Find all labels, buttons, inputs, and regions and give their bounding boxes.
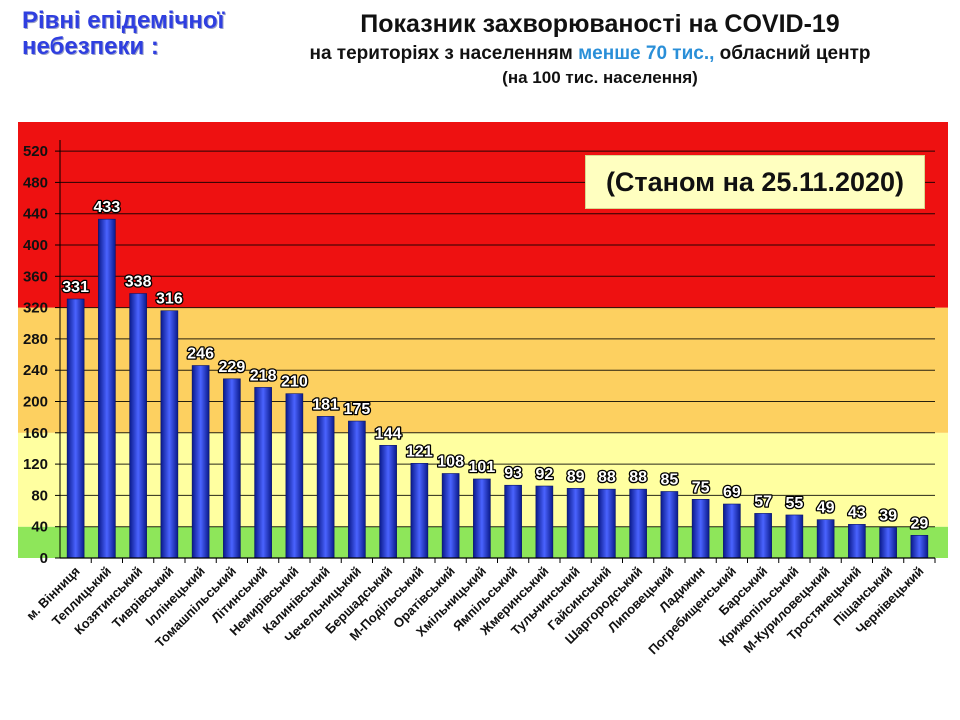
zone-red: [18, 122, 948, 308]
bar-value-label: 93: [504, 465, 522, 482]
bar: [441, 473, 460, 559]
y-tick-label: 40: [31, 519, 48, 536]
bar: [348, 420, 366, 559]
bar: [816, 519, 835, 559]
bar: [629, 488, 647, 559]
bar-value-label: 246: [187, 346, 214, 363]
y-tick-label: 280: [23, 331, 48, 348]
bar-value-label: 121: [406, 443, 433, 460]
bar: [504, 484, 522, 559]
bar-value-label: 88: [598, 469, 616, 486]
bar: [191, 365, 210, 559]
y-tick-label: 440: [23, 206, 48, 223]
y-tick-label: 160: [23, 425, 48, 442]
bar: [848, 524, 866, 559]
y-tick-label: 360: [23, 268, 48, 285]
bar: [254, 387, 272, 559]
bar: [879, 527, 897, 559]
subtitle-pre: на територіях з населенням: [309, 43, 579, 64]
chart-subtitle: на територіях з населенням менше 70 тис.…: [230, 43, 950, 65]
bar-value-label: 57: [754, 493, 772, 510]
bar-value-label: 229: [219, 359, 246, 376]
y-tick-label: 400: [23, 237, 48, 254]
bar: [379, 445, 397, 559]
levels-title: Рівні епідемічної небезпеки :: [22, 7, 225, 60]
y-tick-label: 120: [23, 456, 48, 473]
bar-value-label: 144: [375, 425, 402, 442]
bar-value-label: 331: [62, 279, 89, 296]
subtitle-post: обласний центр: [714, 43, 871, 64]
bar-value-label: 69: [723, 484, 741, 501]
bar-value-label: 218: [250, 367, 277, 384]
bar-value-label: 49: [817, 500, 835, 517]
subtitle-highlight: менше 70 тис.,: [578, 43, 715, 64]
bar: [723, 503, 741, 559]
bar: [535, 485, 554, 559]
bar-value-label: 39: [879, 507, 897, 524]
bar-value-label: 101: [469, 459, 496, 476]
y-tick-label: 80: [31, 487, 48, 504]
chart-title: Показник захворюваності на COVID-19: [360, 10, 840, 38]
bar: [473, 478, 491, 559]
y-tick-label: 240: [23, 362, 48, 379]
bar: [660, 491, 679, 559]
bar: [910, 535, 929, 559]
y-tick-label: 320: [23, 300, 48, 317]
bar: [691, 499, 710, 559]
bar: [410, 463, 429, 559]
bar: [598, 488, 616, 559]
bar-value-label: 89: [567, 468, 585, 485]
y-tick-label: 480: [23, 174, 48, 191]
bar: [316, 416, 335, 559]
bar-value-label: 75: [692, 479, 710, 496]
bar-value-label: 55: [785, 495, 803, 512]
chart-subtitle-units: (на 100 тис. населення): [502, 68, 698, 87]
bar-value-label: 92: [535, 466, 553, 483]
bar-value-label: 433: [94, 199, 121, 216]
bar-value-label: 88: [629, 469, 647, 486]
bar: [98, 218, 116, 559]
bar-value-label: 175: [344, 401, 371, 418]
bar: [785, 514, 804, 559]
bar-value-label: 29: [910, 515, 928, 532]
bar: [754, 513, 772, 559]
y-tick-label: 0: [40, 550, 48, 567]
bar-value-label: 108: [437, 453, 464, 470]
date-label: (Станом на 25.11.2020): [585, 155, 925, 209]
bar-value-label: 85: [660, 471, 678, 488]
bar: [223, 378, 241, 559]
bar: [285, 393, 304, 559]
bar: [66, 298, 85, 559]
bar: [566, 488, 585, 559]
bar-value-label: 43: [848, 504, 866, 521]
bar: [160, 310, 179, 559]
bar-value-label: 338: [125, 274, 152, 291]
bar-value-label: 316: [156, 291, 183, 308]
bar-value-label: 210: [281, 374, 308, 391]
bar: [129, 293, 147, 559]
y-tick-label: 200: [23, 394, 48, 411]
y-tick-label: 520: [23, 143, 48, 160]
bar-value-label: 181: [312, 396, 339, 413]
